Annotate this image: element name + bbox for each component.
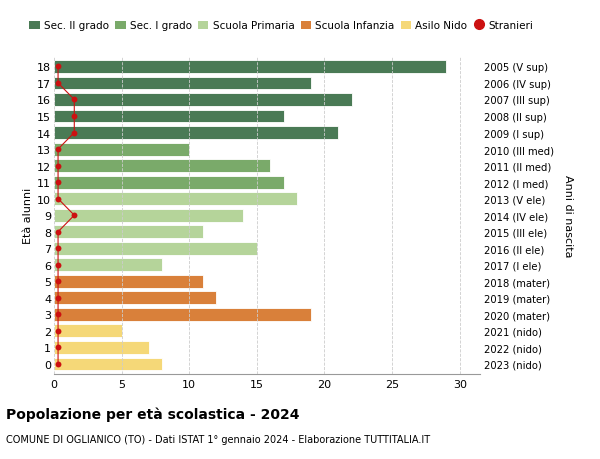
Point — [53, 64, 63, 71]
Bar — [54, 193, 298, 206]
Bar — [54, 292, 216, 305]
Legend: Sec. II grado, Sec. I grado, Scuola Primaria, Scuola Infanzia, Asilo Nido, Stran: Sec. II grado, Sec. I grado, Scuola Prim… — [29, 22, 533, 31]
Bar — [54, 242, 257, 255]
Bar — [54, 259, 162, 272]
Bar — [54, 209, 244, 222]
Point — [53, 311, 63, 319]
Point — [53, 162, 63, 170]
Bar — [54, 275, 203, 288]
Bar — [54, 308, 311, 321]
Bar — [54, 226, 203, 239]
Bar — [54, 176, 284, 189]
Point — [53, 360, 63, 368]
Bar — [54, 77, 311, 90]
Point — [53, 344, 63, 352]
Point — [70, 113, 79, 120]
Point — [53, 80, 63, 87]
Point — [70, 129, 79, 137]
Point — [53, 196, 63, 203]
Point — [53, 245, 63, 252]
Bar — [54, 127, 338, 140]
Point — [53, 229, 63, 236]
Bar — [54, 110, 284, 123]
Bar — [54, 61, 446, 74]
Y-axis label: Anni di nascita: Anni di nascita — [563, 174, 572, 257]
Point — [53, 146, 63, 153]
Bar — [54, 325, 122, 338]
Point — [70, 96, 79, 104]
Point — [53, 295, 63, 302]
Bar — [54, 143, 189, 156]
Text: Popolazione per età scolastica - 2024: Popolazione per età scolastica - 2024 — [6, 406, 299, 421]
Point — [53, 328, 63, 335]
Point — [70, 212, 79, 219]
Bar — [54, 94, 352, 106]
Y-axis label: Età alunni: Età alunni — [23, 188, 33, 244]
Point — [53, 262, 63, 269]
Bar — [54, 341, 149, 354]
Point — [53, 278, 63, 285]
Bar — [54, 160, 271, 173]
Bar — [54, 358, 162, 370]
Text: COMUNE DI OGLIANICO (TO) - Dati ISTAT 1° gennaio 2024 - Elaborazione TUTTITALIA.: COMUNE DI OGLIANICO (TO) - Dati ISTAT 1°… — [6, 434, 430, 444]
Point — [53, 179, 63, 186]
